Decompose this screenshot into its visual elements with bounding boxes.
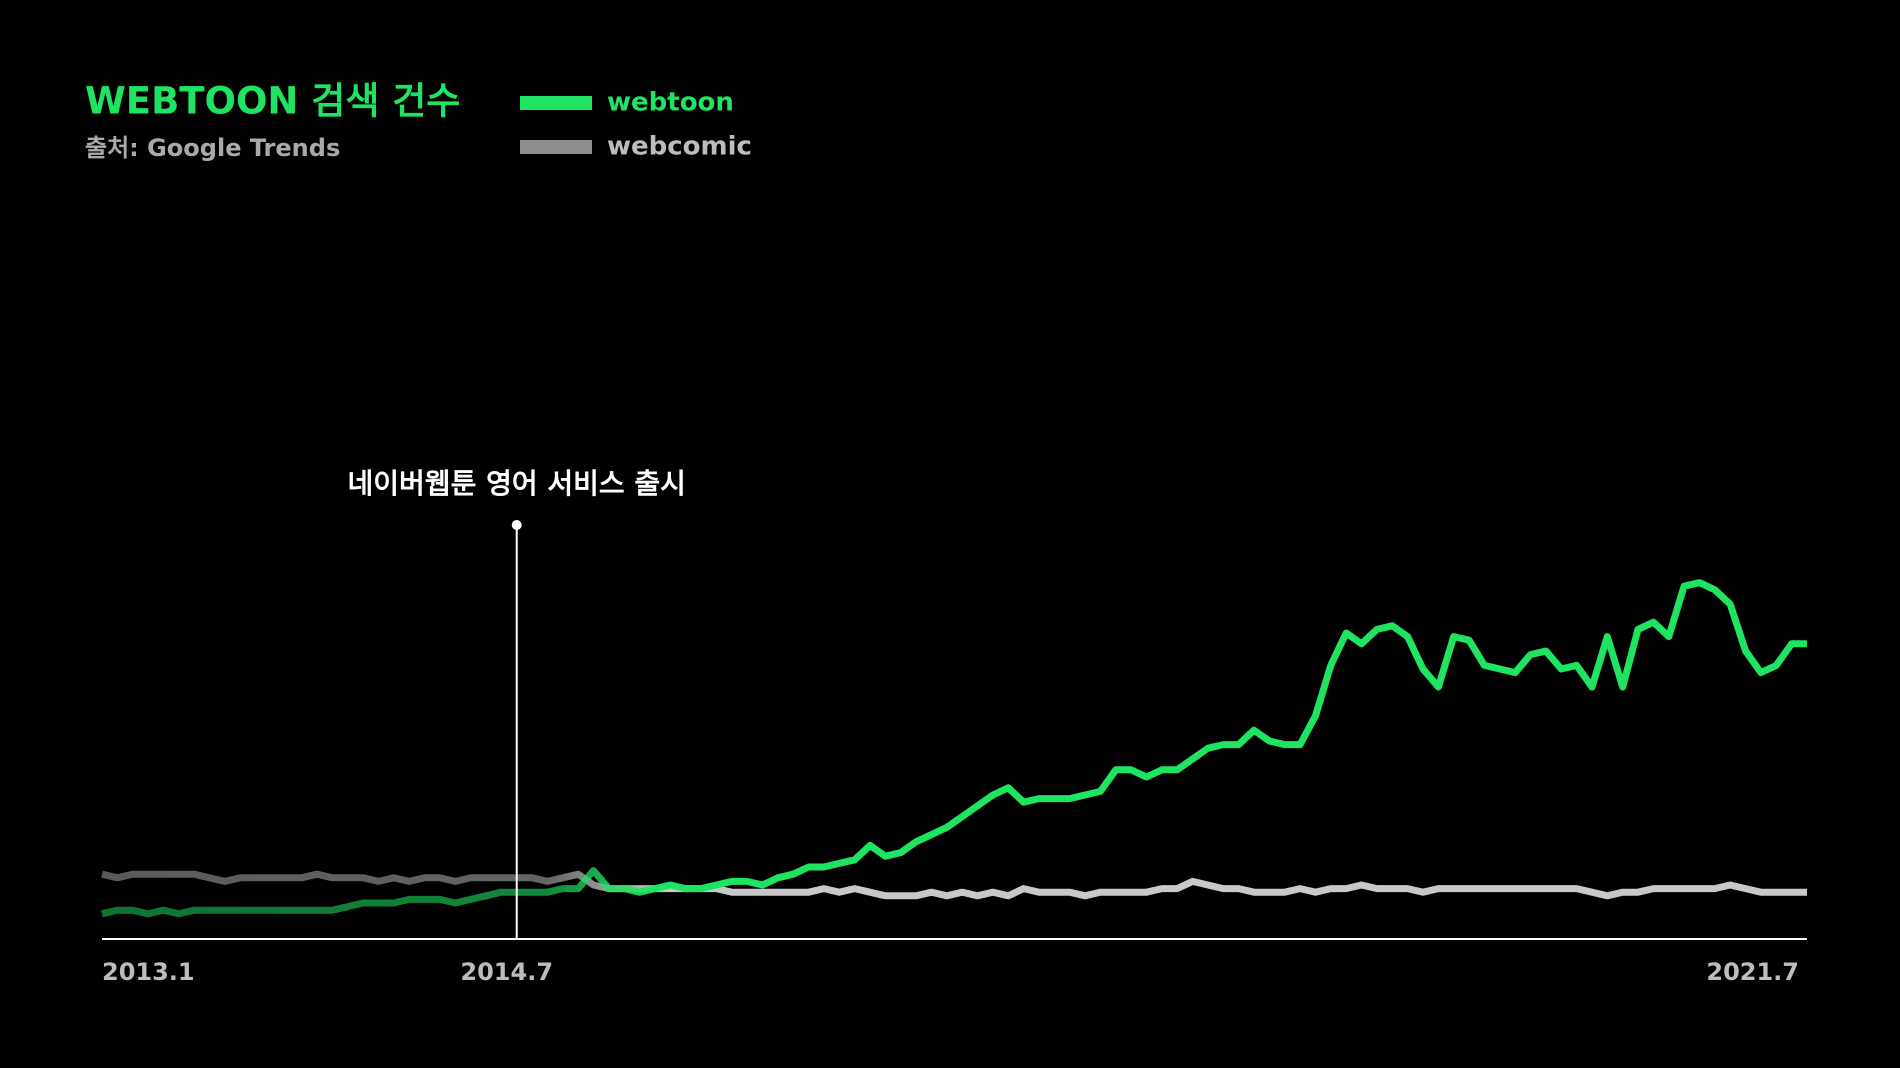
annotation-label: 네이버웹툰 영어 서비스 출시: [348, 467, 686, 500]
line-series: [101, 870, 1807, 900]
chart-title: WEBTOON 검색 건수: [85, 80, 460, 123]
line-series: [101, 579, 1807, 918]
annotation-dot: [511, 520, 522, 530]
chart-subtitle: 출처: Google Trends: [85, 134, 340, 162]
x-tick-label: 2021.7: [1706, 958, 1799, 986]
legend-swatch: [520, 96, 592, 110]
x-tick-label: 2014.7: [460, 958, 553, 986]
x-tick-label: 2013.1: [102, 958, 195, 986]
legend-label: webcomic: [607, 132, 752, 162]
legend-swatch: [520, 140, 592, 154]
legend-label: webtoon: [607, 88, 734, 118]
